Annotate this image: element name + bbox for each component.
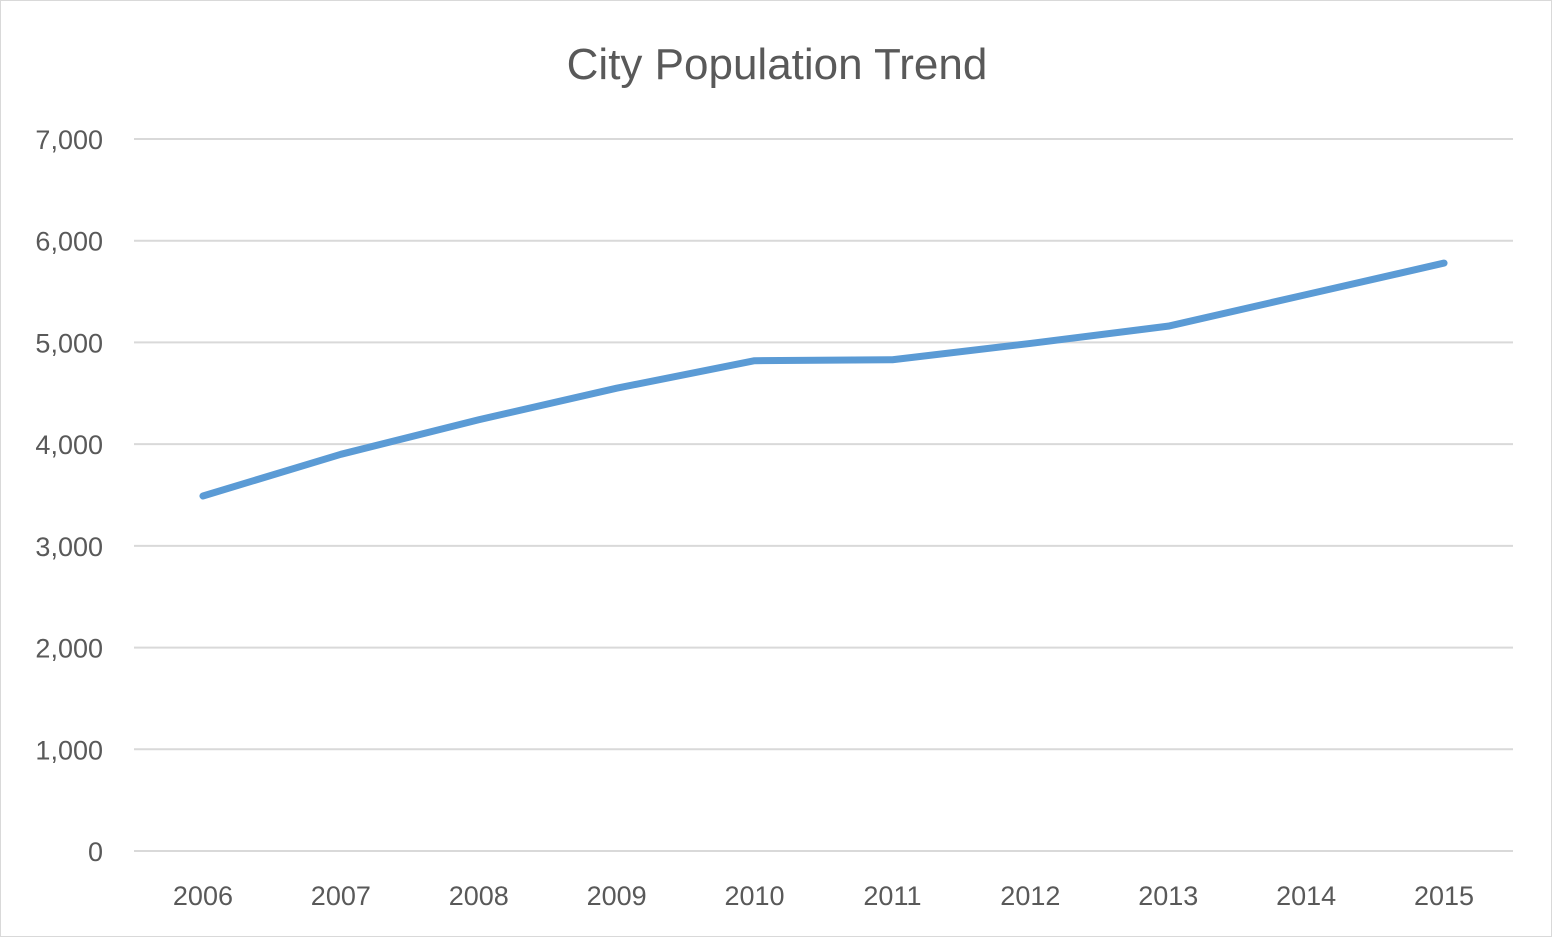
y-tick-label: 2,000 (35, 634, 103, 664)
x-tick-label: 2013 (1138, 881, 1198, 911)
x-tick-label: 2014 (1276, 881, 1336, 911)
x-tick-label: 2006 (173, 881, 233, 911)
x-tick-label: 2012 (1000, 881, 1060, 911)
x-tick-label: 2007 (311, 881, 371, 911)
x-tick-label: 2010 (725, 881, 785, 911)
y-tick-label: 5,000 (35, 328, 103, 358)
y-tick-label: 7,000 (35, 125, 103, 155)
y-tick-label: 0 (88, 837, 103, 867)
y-tick-label: 4,000 (35, 430, 103, 460)
x-tick-label: 2008 (449, 881, 509, 911)
x-tick-label: 2009 (587, 881, 647, 911)
series-line (203, 263, 1444, 496)
y-tick-label: 6,000 (35, 227, 103, 257)
x-tick-label: 2011 (863, 881, 921, 911)
x-tick-label: 2015 (1414, 881, 1474, 911)
chart-title: City Population Trend (567, 40, 988, 89)
y-tick-label: 1,000 (35, 735, 103, 765)
y-tick-label: 3,000 (35, 532, 103, 562)
